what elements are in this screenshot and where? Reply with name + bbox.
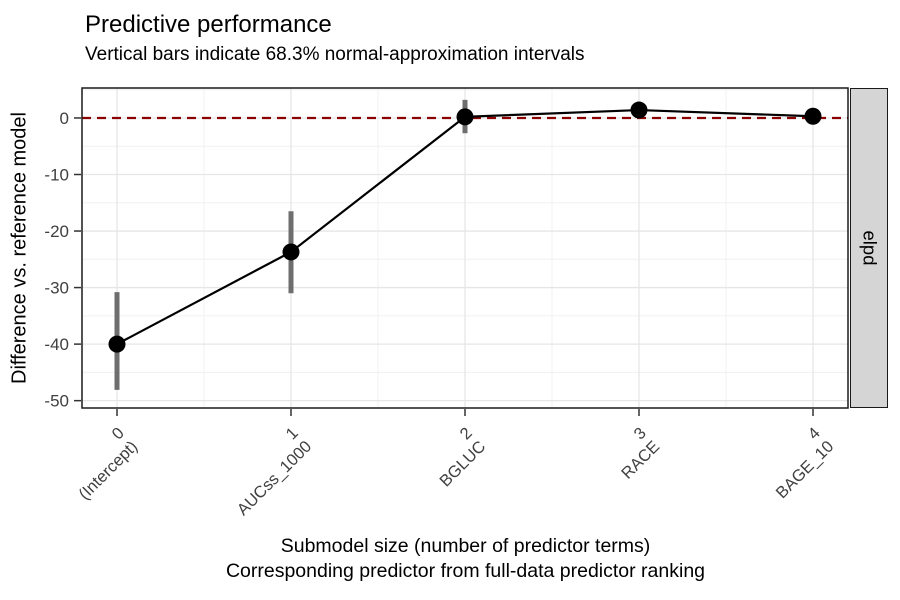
y-tick-label: -30 — [44, 279, 69, 298]
x-tick-label: 1AUCss_1000 — [220, 424, 315, 519]
x-tick-label: 4BAGE_10 — [759, 424, 837, 502]
plot-subtitle: Vertical bars indicate 68.3% normal-appr… — [85, 44, 585, 65]
x-tick-label: 0(Intercept) — [62, 424, 141, 503]
x-tick-label: 2BGLUC — [423, 424, 489, 490]
x-axis-title-line-2: Corresponding predictor from full-data p… — [225, 560, 706, 582]
data-point — [282, 243, 300, 261]
x-tick-label: 3RACE — [605, 424, 664, 483]
facet-strip: elpd — [850, 88, 888, 408]
data-point — [804, 107, 822, 125]
y-tick-label: -40 — [44, 335, 69, 354]
x-axis-title-line-1: Submodel size (number of predictor terms… — [280, 535, 651, 557]
plot-title: Predictive performance — [85, 11, 332, 38]
x-axis-title: Submodel size (number of predictor terms… — [82, 534, 849, 584]
data-point — [630, 101, 648, 119]
y-tick-label: -10 — [44, 166, 69, 185]
y-tick-label: -50 — [44, 392, 69, 411]
y-tick-label: 0 — [60, 109, 69, 128]
panel-border — [81, 87, 849, 409]
data-point — [456, 108, 474, 126]
data-point — [108, 335, 126, 353]
y-tick-label: -20 — [44, 222, 69, 241]
facet-strip-label: elpd — [858, 230, 880, 266]
